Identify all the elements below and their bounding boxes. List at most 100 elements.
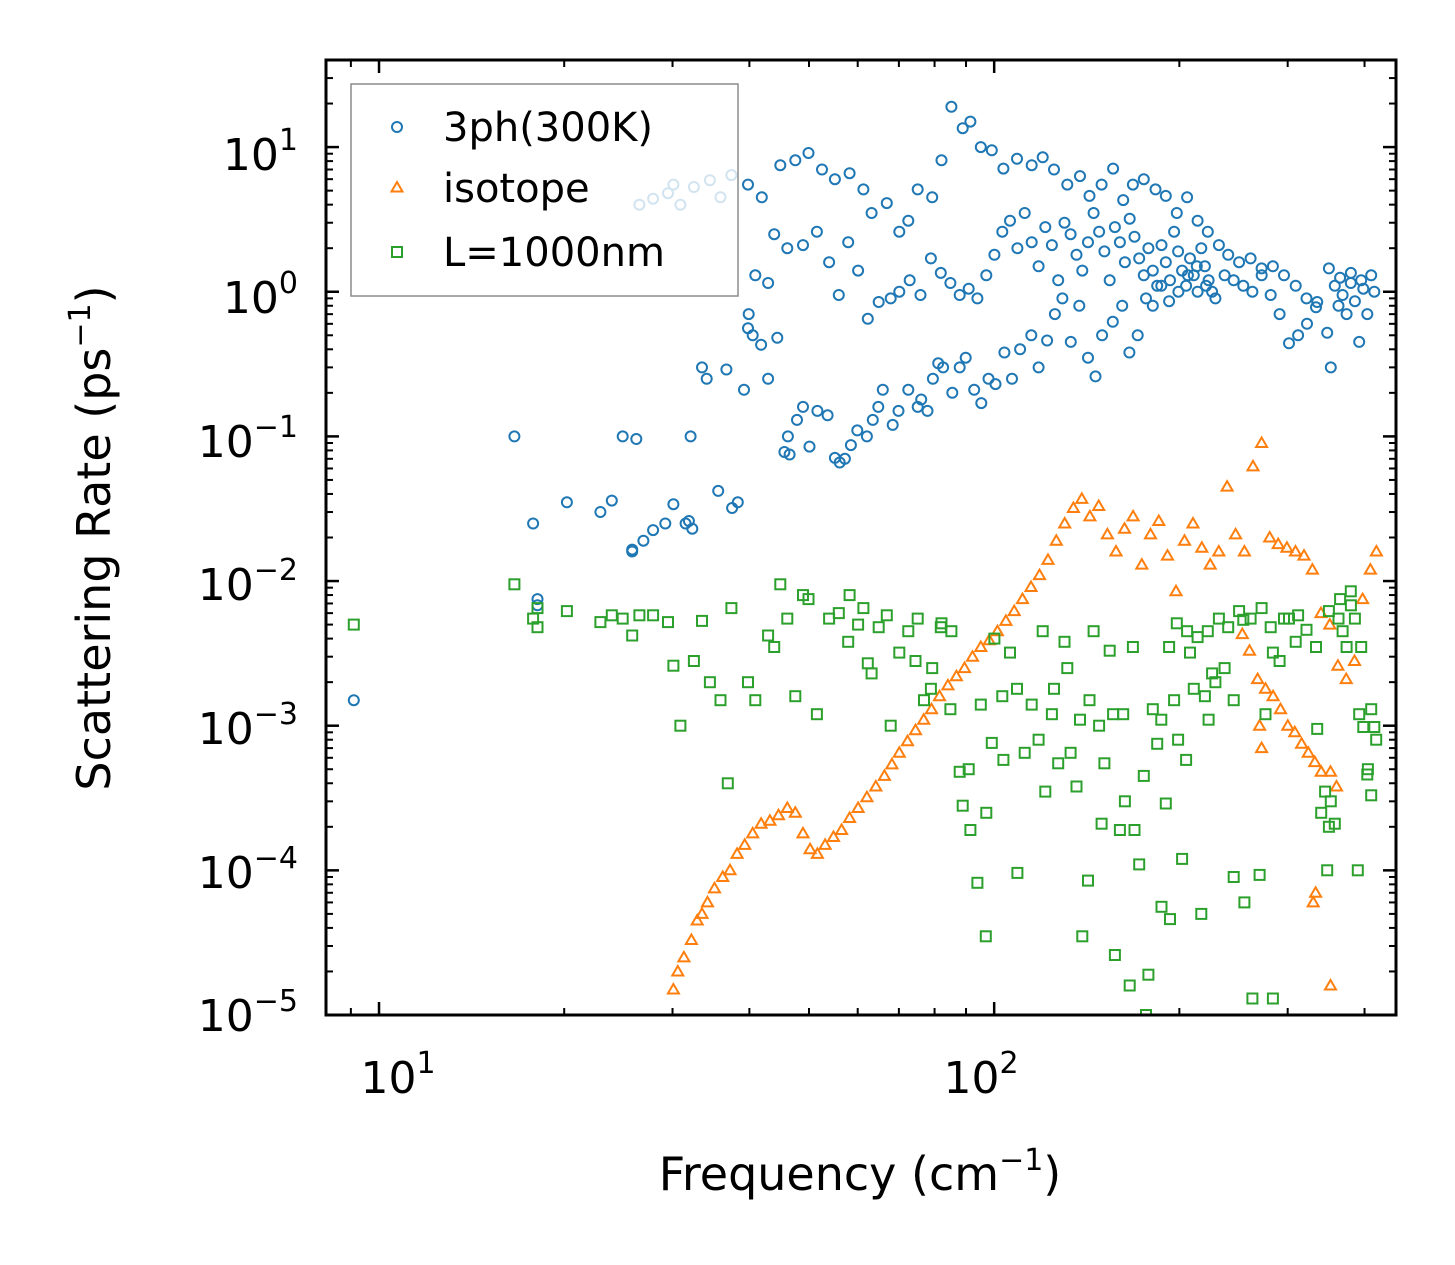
data-point-circle — [964, 115, 977, 128]
data-point-circle — [1344, 277, 1357, 289]
x-tick-label-100: 102 — [943, 1046, 1018, 1104]
data-point-triangle — [753, 816, 769, 829]
data-point-triangle — [1273, 701, 1288, 715]
data-point-square — [1103, 644, 1116, 657]
data-point-triangle — [1323, 764, 1338, 777]
data-point-triangle — [1134, 557, 1150, 570]
data-point-circle — [1052, 274, 1065, 287]
data-point-triangle — [780, 800, 795, 813]
data-point-triangle — [1006, 603, 1022, 617]
data-point-square — [971, 876, 984, 889]
data-point-triangle — [877, 768, 892, 781]
data-point-circle — [783, 448, 796, 461]
data-point-circle — [1324, 361, 1337, 374]
data-point-circle — [781, 430, 794, 443]
data-point-circle — [1064, 228, 1077, 241]
data-point-circle — [872, 296, 885, 308]
data-point-circle — [1142, 242, 1155, 255]
data-point-circle — [1128, 230, 1141, 243]
data-point-triangle — [1254, 435, 1269, 448]
data-point-circle — [797, 239, 809, 252]
data-point-circle — [1355, 274, 1368, 287]
data-point-square — [1292, 609, 1305, 622]
data-point-circle — [742, 178, 754, 191]
data-point-square — [674, 719, 687, 732]
data-point-square — [997, 753, 1010, 766]
data-point-circle — [971, 292, 984, 305]
data-point-square — [902, 625, 915, 638]
data-point-circle — [843, 167, 856, 180]
data-point-circle — [630, 433, 643, 445]
data-point-triangle — [1270, 536, 1286, 550]
data-point-square — [647, 609, 660, 622]
data-point-circle — [962, 282, 975, 295]
data-point-triangle — [940, 677, 956, 691]
y-tick-label-1e-2: 10−2 — [198, 553, 298, 611]
data-point-square — [616, 612, 629, 625]
data-point-triangle — [826, 829, 841, 842]
data-point-circle — [637, 534, 650, 547]
data-point-circle — [832, 289, 845, 301]
data-point-square — [508, 578, 521, 591]
data-point-circle — [1357, 282, 1370, 295]
data-point-circle — [866, 413, 879, 426]
data-point-square — [1176, 852, 1189, 865]
data-point-triangle — [666, 982, 681, 995]
data-point-circle — [1089, 370, 1102, 383]
data-point-circle — [1292, 329, 1305, 342]
data-point-circle — [1045, 239, 1058, 252]
data-point-square — [1045, 708, 1058, 721]
data-point-square — [560, 605, 573, 618]
data-point-circle — [1159, 256, 1172, 269]
data-point-square — [1076, 930, 1089, 943]
data-point-square — [1244, 612, 1257, 625]
data-point-circle — [810, 225, 823, 238]
data-point-triangle — [957, 660, 972, 674]
data-point-circle — [684, 430, 697, 443]
data-points — [347, 100, 1384, 1015]
data-point-circle — [823, 256, 836, 269]
data-point-square — [1322, 605, 1335, 618]
data-point-circle — [797, 400, 809, 413]
data-point-square — [768, 641, 781, 653]
data-point-circle — [911, 183, 924, 196]
data-point-square — [1170, 617, 1183, 630]
data-point-circle — [861, 312, 874, 325]
data-point-circle — [1170, 207, 1183, 219]
data-point-circle — [1300, 292, 1313, 305]
data-point-circle — [926, 372, 939, 385]
data-point-circle — [842, 236, 855, 249]
data-point-circle — [1058, 216, 1071, 229]
data-point-triangle — [1015, 591, 1030, 605]
data-point-square — [996, 690, 1009, 703]
data-point-triangle — [1194, 540, 1210, 553]
data-point-circle — [1218, 269, 1231, 282]
data-point-square — [1098, 757, 1111, 770]
data-point-square — [1311, 722, 1324, 735]
data-point-square — [865, 667, 878, 680]
data-point-triangle — [771, 807, 786, 821]
data-point-circle — [1180, 279, 1193, 292]
data-point-triangle — [1125, 508, 1141, 522]
data-point-square — [1246, 992, 1259, 1005]
data-point-circle — [789, 154, 802, 167]
data-point-square — [1048, 682, 1060, 695]
data-point-circle — [982, 372, 995, 385]
legend-label-3ph: 3ph(300K) — [443, 105, 653, 151]
data-point-circle — [1222, 248, 1235, 261]
data-point-triangle — [817, 837, 833, 850]
data-point-circle — [1146, 264, 1159, 277]
data-point-circle — [934, 266, 947, 279]
data-point-circle — [1181, 191, 1194, 204]
data-point-circle — [1155, 279, 1168, 292]
data-point-circle — [749, 269, 762, 282]
data-point-square — [1087, 625, 1100, 638]
data-point-square — [1355, 641, 1368, 653]
data-point-circle — [1025, 159, 1038, 172]
data-point-square — [667, 659, 680, 672]
data-point-triangle — [1252, 718, 1267, 731]
data-point-square — [1142, 968, 1155, 981]
data-point-circle — [768, 228, 781, 241]
data-point-circle — [1032, 260, 1045, 273]
